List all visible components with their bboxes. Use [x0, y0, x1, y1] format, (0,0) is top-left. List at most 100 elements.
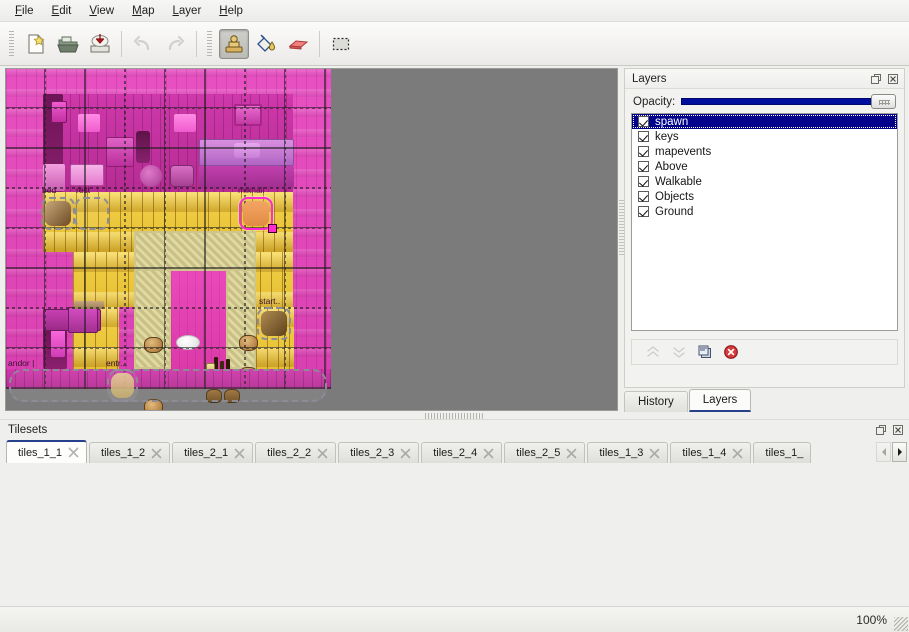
menu-item-layer[interactable]: Layer: [172, 4, 202, 17]
tileset-tab-scroll-buttons: [876, 442, 907, 462]
toolbar-separator-1: [121, 30, 122, 57]
layer-row[interactable]: keys: [632, 129, 897, 144]
map-canvas[interactable]: bed rest mikhail andor | entr... start..: [6, 69, 331, 410]
tileset-tab-bar: tiles_1_1 tiles_1_2 tiles_2_1 tiles_2_2 …: [0, 439, 909, 463]
layer-row[interactable]: spawn: [632, 114, 897, 129]
close-icon[interactable]: [891, 423, 905, 437]
map-picture-2: [234, 104, 262, 126]
rectangular-select-button[interactable]: [326, 29, 356, 59]
opacity-slider[interactable]: [681, 94, 896, 109]
tileset-tab-label: tiles_2_3: [350, 447, 395, 459]
layer-row[interactable]: Above: [632, 159, 897, 174]
tools-grip[interactable]: [206, 30, 214, 57]
raise-layer-icon[interactable]: [642, 342, 664, 362]
tileset-tab[interactable]: tiles_2_4: [421, 442, 503, 463]
save-file-button[interactable]: [85, 29, 115, 59]
tileset-tab[interactable]: tiles_2_2: [255, 442, 337, 463]
close-icon[interactable]: [886, 72, 900, 86]
duplicate-layer-icon[interactable]: [694, 342, 716, 362]
float-icon[interactable]: [869, 72, 883, 86]
lower-layer-icon[interactable]: [668, 342, 690, 362]
layer-tools-bar: [631, 339, 898, 365]
horizontal-splitter[interactable]: [0, 411, 618, 420]
toolbar-grip[interactable]: [8, 30, 16, 57]
stamp-brush-button[interactable]: [219, 28, 249, 59]
resize-grip[interactable]: [894, 617, 908, 631]
tileset-tab-label: tiles_2_1: [184, 447, 229, 459]
layer-visibility-checkbox[interactable]: [638, 116, 649, 127]
bucket-fill-button[interactable]: [251, 29, 281, 59]
scroll-tabs-left-icon[interactable]: [876, 442, 891, 462]
float-icon[interactable]: [874, 423, 888, 437]
layer-label: Objects: [655, 190, 694, 203]
new-file-button[interactable]: [21, 29, 51, 59]
layer-list[interactable]: spawn keys mapevents Above Walkable Obje…: [631, 113, 898, 331]
map-object-mikhail-selected[interactable]: [239, 197, 273, 230]
map-object-start[interactable]: [257, 307, 291, 340]
layer-visibility-checkbox[interactable]: [638, 131, 649, 142]
layer-row[interactable]: mapevents: [632, 144, 897, 159]
tab-layers[interactable]: Layers: [688, 389, 752, 412]
tileset-close-icon[interactable]: [317, 448, 328, 459]
map-object-entrance[interactable]: [107, 369, 138, 402]
remove-layer-icon[interactable]: [720, 342, 742, 362]
tileset-tab[interactable]: tiles_2_5: [504, 442, 586, 463]
map-object-rest[interactable]: [75, 197, 109, 230]
tileset-tab[interactable]: tiles_1_2: [89, 442, 171, 463]
map-sink: [234, 143, 260, 158]
tileset-tab[interactable]: tiles_1_3: [587, 442, 669, 463]
tileset-tab[interactable]: tiles_2_3: [338, 442, 420, 463]
layer-row[interactable]: Objects: [632, 189, 897, 204]
map-stool-1: [144, 337, 163, 353]
tilesets-panel-title: Tilesets: [8, 423, 48, 436]
opacity-label: Opacity:: [633, 95, 676, 108]
layer-visibility-checkbox[interactable]: [638, 206, 649, 217]
tileset-tab[interactable]: tiles_2_1: [172, 442, 254, 463]
tileset-close-icon[interactable]: [649, 448, 660, 459]
redo-button[interactable]: [160, 29, 190, 59]
tileset-close-icon[interactable]: [68, 447, 79, 458]
tab-history[interactable]: History: [624, 391, 688, 412]
scroll-tabs-right-icon[interactable]: [892, 442, 907, 462]
open-file-button[interactable]: [53, 29, 83, 59]
menu-item-map[interactable]: Map: [132, 4, 155, 17]
map-label-bed: bed: [42, 185, 57, 195]
dock-tab-bar: History Layers: [624, 388, 905, 412]
map-counter-edge: [74, 301, 104, 309]
layer-visibility-checkbox[interactable]: [638, 161, 649, 172]
eraser-button[interactable]: [283, 29, 313, 59]
undo-button[interactable]: [128, 29, 158, 59]
opacity-slider-thumb[interactable]: [871, 94, 896, 109]
tileset-close-icon[interactable]: [400, 448, 411, 459]
menu-item-help[interactable]: Help: [219, 4, 243, 17]
layer-visibility-checkbox[interactable]: [638, 191, 649, 202]
selection-handle[interactable]: [268, 224, 277, 233]
map-canvas-viewport[interactable]: bed rest mikhail andor | entr... start..: [5, 68, 618, 411]
tileset-tab[interactable]: tiles_1_1: [6, 440, 88, 463]
layer-label: Ground: [655, 205, 694, 218]
map-pot-2: [170, 165, 194, 187]
horizontal-splitter-grip[interactable]: [425, 413, 485, 419]
tileset-close-icon[interactable]: [483, 448, 494, 459]
menu-item-edit[interactable]: Edit: [51, 4, 72, 17]
tileset-close-icon[interactable]: [566, 448, 577, 459]
tileset-close-icon[interactable]: [234, 448, 245, 459]
layer-visibility-checkbox[interactable]: [638, 146, 649, 157]
tileset-tab-label: tiles_1_1: [18, 446, 63, 459]
tileset-close-icon[interactable]: [151, 448, 162, 459]
tileset-close-icon[interactable]: [732, 448, 743, 459]
layer-visibility-checkbox[interactable]: [638, 176, 649, 187]
map-label-rest: rest: [76, 185, 91, 195]
layer-row[interactable]: Walkable: [632, 174, 897, 189]
menu-item-file[interactable]: File: [15, 4, 34, 17]
map-cabinet: [106, 137, 134, 167]
map-object-bed[interactable]: [41, 197, 75, 230]
tileset-tab[interactable]: tiles_1_: [753, 442, 812, 463]
layer-row[interactable]: Ground: [632, 204, 897, 219]
vertical-splitter-grip[interactable]: [619, 200, 624, 256]
tileset-tab[interactable]: tiles_1_4: [670, 442, 752, 463]
map-lamp: [51, 327, 65, 357]
map-object-corridor[interactable]: [9, 369, 327, 402]
menu-item-view[interactable]: View: [89, 4, 115, 17]
layer-label: spawn: [655, 115, 689, 128]
